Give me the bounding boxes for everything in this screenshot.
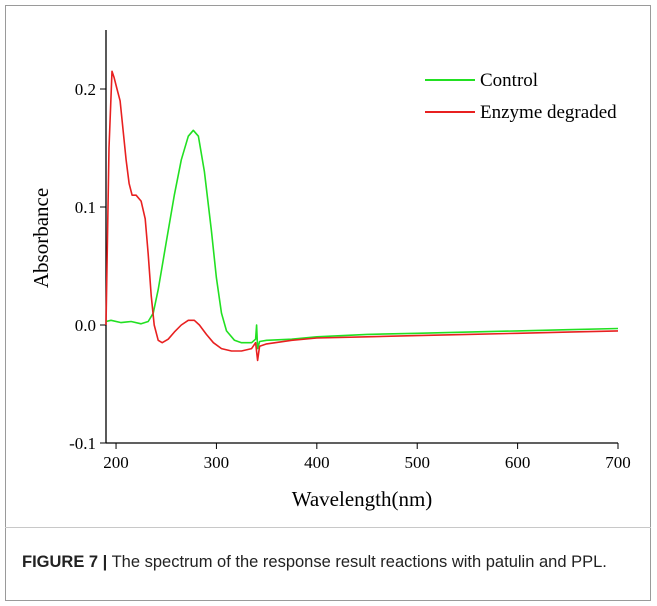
y-tick-label: 0.2 — [75, 80, 96, 99]
y-tick-label: 0.0 — [75, 316, 96, 335]
caption: FIGURE 7 | The spectrum of the response … — [22, 550, 632, 575]
series-line — [105, 70, 619, 362]
x-tick-label: 700 — [605, 453, 631, 472]
legend-label: Control — [480, 70, 538, 91]
x-tick-label: 500 — [404, 453, 430, 472]
caption-text: The spectrum of the response result reac… — [107, 553, 607, 571]
figure-frame — [5, 5, 651, 601]
x-tick-label: 300 — [204, 453, 230, 472]
x-tick-label: 200 — [103, 453, 129, 472]
caption-label: FIGURE 7 | — [22, 553, 108, 571]
y-axis-label: Absorbance — [29, 188, 53, 288]
y-tick-label: 0.1 — [75, 198, 96, 217]
legend-label: Enzyme degraded — [480, 102, 617, 123]
divider — [5, 527, 651, 528]
x-tick-label: 400 — [304, 453, 330, 472]
x-tick-label: 600 — [505, 453, 531, 472]
x-axis-label: Wavelength(nm) — [292, 487, 433, 511]
series-line — [105, 129, 619, 350]
chart: Wavelength(nm) Absorbance -0.1 0.0 0.1 0.2 2… — [29, 30, 631, 511]
y-tick-label: -0.1 — [69, 434, 96, 453]
